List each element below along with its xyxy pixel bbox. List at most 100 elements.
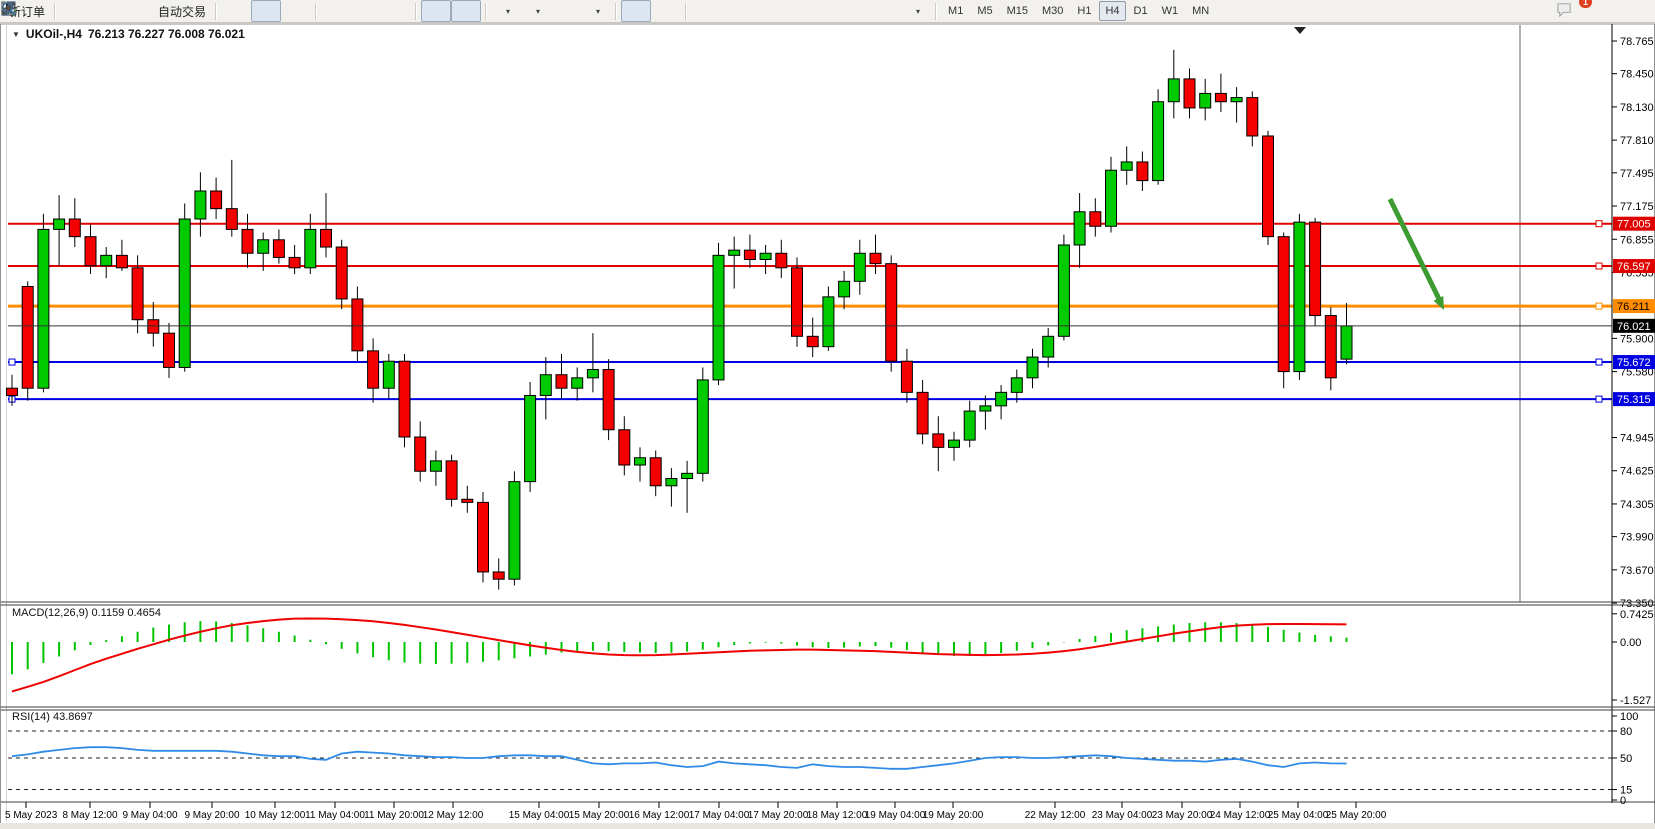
navigator-button[interactable] bbox=[2, 0, 120, 22]
axis-price-label: 74.625 bbox=[1620, 466, 1654, 478]
notification-badge: 1 bbox=[1578, 0, 1592, 8]
time-label: 9 May 20:00 bbox=[184, 810, 239, 821]
chart-shift-button[interactable] bbox=[1, 0, 482, 22]
autotrading-button[interactable]: 自动交易 bbox=[1, 0, 211, 22]
notifications-button[interactable]: 1 bbox=[1555, 0, 1592, 22]
level-price-box bbox=[1613, 299, 1655, 314]
candle-body bbox=[492, 571, 505, 580]
candle-body bbox=[869, 252, 882, 265]
time-label: 22 May 12:00 bbox=[1025, 810, 1086, 821]
rsi-axis-label: 100 bbox=[1620, 711, 1638, 723]
trendline-tool-button[interactable] bbox=[1, 0, 781, 22]
dropdown-caret-icon[interactable]: ▾ bbox=[916, 6, 921, 16]
candle-body bbox=[257, 239, 270, 254]
level-anchor[interactable] bbox=[8, 358, 16, 366]
candle-body bbox=[6, 387, 18, 396]
zoom-out-button[interactable] bbox=[2, 0, 381, 22]
candle-body bbox=[743, 249, 756, 260]
level-price-box-text: 76.211 bbox=[1617, 301, 1650, 313]
templates-button[interactable]: ▾ bbox=[1, 0, 611, 22]
rsi-axis-label: 15 bbox=[1620, 785, 1632, 797]
rsi-axis-label: 0 bbox=[1620, 795, 1626, 807]
crosshair-tool-button[interactable] bbox=[1, 0, 681, 22]
candle-body bbox=[382, 360, 395, 389]
vertical-line-tool-button[interactable] bbox=[7, 0, 721, 22]
indicators-button[interactable] bbox=[1, 0, 581, 22]
candle-body bbox=[429, 460, 442, 472]
timeframe-mn[interactable]: MN bbox=[1192, 5, 1210, 17]
level-anchor[interactable] bbox=[1595, 358, 1603, 366]
dropdown-caret-icon[interactable]: ▾ bbox=[536, 6, 541, 16]
timeframe-h4[interactable]: H4 bbox=[1099, 1, 1126, 21]
toolbar-separator bbox=[54, 2, 57, 20]
level-price-box bbox=[1613, 259, 1655, 274]
candle-body bbox=[178, 218, 191, 368]
time-label: 11 May 20:00 bbox=[364, 810, 424, 821]
candle-body bbox=[948, 439, 960, 448]
market-watch-button[interactable] bbox=[1, 0, 90, 22]
candle-body bbox=[1199, 92, 1212, 109]
trend-arrow[interactable] bbox=[1387, 197, 1443, 303]
toolbar-separator bbox=[415, 2, 418, 20]
current-price-box bbox=[1613, 318, 1655, 333]
periods-button[interactable]: ▾ bbox=[1, 0, 551, 22]
timeframe-m15[interactable]: M15 bbox=[1006, 5, 1028, 17]
zoom-in-button[interactable] bbox=[2, 0, 351, 22]
candle-body bbox=[445, 460, 458, 500]
level-anchor[interactable] bbox=[1595, 220, 1603, 228]
trend-arrow-head[interactable] bbox=[1433, 296, 1444, 310]
candle-body bbox=[728, 249, 741, 256]
axis-price-label: 77.810 bbox=[1620, 135, 1654, 147]
time-label: 9 May 04:00 bbox=[122, 810, 177, 821]
candle-body bbox=[555, 374, 568, 389]
tile-windows-button[interactable] bbox=[1, 0, 411, 22]
level-anchor[interactable] bbox=[1595, 302, 1603, 310]
chart-title: ▼ UKOil-,H4 76.213 76.227 76.008 76.021 bbox=[12, 27, 245, 41]
horizontal-line-tool-button[interactable] bbox=[1, 0, 751, 22]
search-button[interactable] bbox=[2, 0, 1549, 22]
candle-body bbox=[477, 501, 489, 573]
candle-body bbox=[602, 369, 615, 431]
candle-body bbox=[618, 429, 631, 466]
timeframe-w1[interactable]: W1 bbox=[1161, 5, 1179, 17]
candle-body bbox=[1073, 211, 1086, 246]
one-click-trading-toggle[interactable]: ▼ bbox=[12, 29, 20, 39]
candle-body bbox=[1293, 221, 1306, 373]
line-chart-mode-button[interactable] bbox=[1, 0, 311, 22]
dropdown-caret-icon[interactable]: ▾ bbox=[596, 6, 601, 16]
new-order-button[interactable]: 新订单 bbox=[4, 0, 50, 22]
timeframe-d1[interactable]: D1 bbox=[1133, 5, 1148, 17]
candle-body bbox=[147, 319, 160, 334]
fibonacci-tool-button[interactable]: F bbox=[1, 0, 841, 22]
candle-body bbox=[853, 252, 866, 282]
candle-body bbox=[1309, 221, 1322, 317]
cursor-tool-button[interactable] bbox=[5, 0, 652, 22]
candle-body bbox=[995, 391, 1008, 407]
candle-body bbox=[649, 457, 662, 487]
timeframe-h1[interactable]: H1 bbox=[1077, 5, 1092, 17]
channel-tool-button[interactable]: E bbox=[1, 0, 811, 22]
timeframe-m1[interactable]: M1 bbox=[948, 5, 964, 17]
timeframe-m30[interactable]: M30 bbox=[1042, 5, 1064, 17]
bar-chart-mode-button[interactable] bbox=[1, 0, 251, 22]
auto-scroll-button[interactable] bbox=[1, 0, 452, 22]
timeframe-m5[interactable]: M5 bbox=[977, 5, 993, 17]
label-tool-button[interactable]: T bbox=[1, 0, 901, 22]
time-label: 18 May 12:00 bbox=[807, 810, 868, 821]
new-chart-button[interactable]: ▾ bbox=[1, 0, 521, 22]
signals-button[interactable] bbox=[1, 0, 150, 22]
candlestick-mode-button[interactable] bbox=[2, 0, 282, 22]
toolbar-separator bbox=[935, 2, 938, 20]
chart-shift-marker[interactable] bbox=[1294, 27, 1306, 34]
axis-price-label: 76.855 bbox=[1620, 234, 1654, 246]
candle-body bbox=[84, 236, 97, 267]
time-label: 15 May 20:00 bbox=[569, 810, 630, 821]
time-label: 10 May 12:00 bbox=[245, 810, 306, 821]
arrows-tool-button[interactable]: ▾ bbox=[2, 0, 931, 22]
level-anchor[interactable] bbox=[1595, 262, 1603, 270]
level-anchor[interactable] bbox=[1595, 395, 1603, 403]
text-tool-button[interactable]: A bbox=[4, 0, 871, 22]
dropdown-caret-icon[interactable]: ▾ bbox=[506, 6, 511, 16]
time-label: 24 May 12:00 bbox=[1210, 810, 1271, 821]
